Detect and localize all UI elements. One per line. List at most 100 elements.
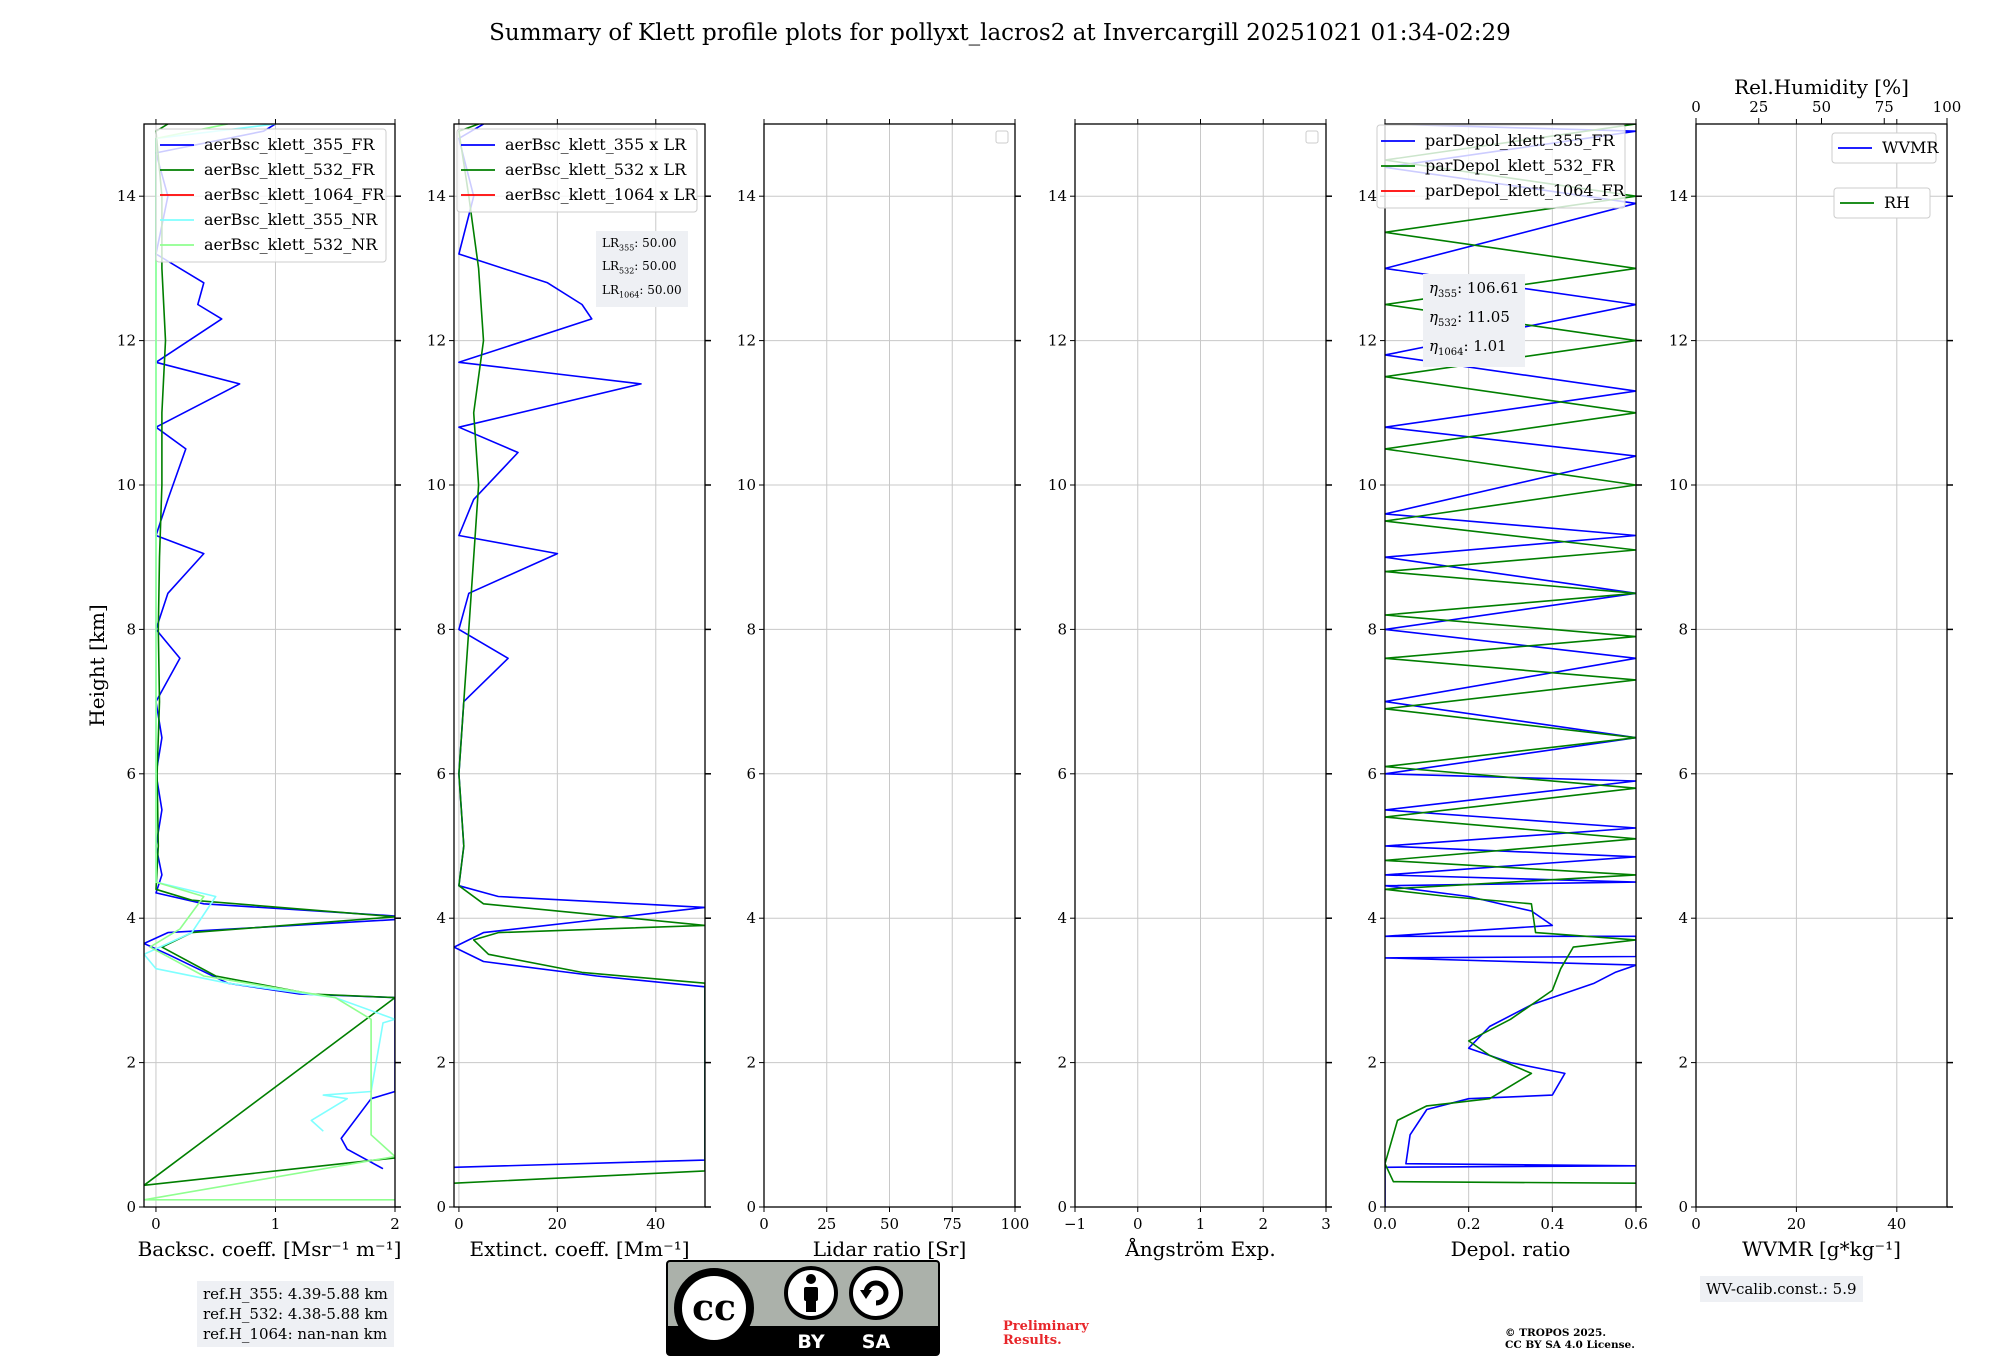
plot-frame xyxy=(1695,123,1948,1208)
empty-legend-box xyxy=(1305,130,1319,144)
by-label: BY xyxy=(797,1331,824,1353)
legend-label: aerBsc_klett_355 x LR xyxy=(505,135,687,154)
top-tick-label: 100 xyxy=(1933,98,1962,116)
series-group xyxy=(454,124,705,1184)
eta-355: η355: 106.61 xyxy=(1429,279,1520,300)
legend-label: aerBsc_klett_532_NR xyxy=(204,235,378,254)
x-tick-label: 1 xyxy=(271,1215,281,1233)
lidar-ratio-box: LR355: 50.00 LR532: 50.00 LR1064: 50.00 xyxy=(596,231,688,308)
y-tick-label: 8 xyxy=(1057,620,1067,638)
y-tick-label: 0 xyxy=(126,1198,136,1216)
y-tick-label: 8 xyxy=(746,620,756,638)
x-tick-label: 25 xyxy=(817,1215,836,1233)
x-tick-label: 0 xyxy=(151,1215,161,1233)
y-tick-label: 14 xyxy=(427,187,446,205)
y-tick-label: 2 xyxy=(1057,1054,1067,1072)
ref-height-532: ref.H_532: 4.38-5.88 km xyxy=(203,1305,388,1323)
legend: parDepol_klett_355_FR parDepol_klett_532_… xyxy=(1376,124,1626,209)
x-tick-label: 20 xyxy=(548,1215,567,1233)
y-tick-label: 10 xyxy=(427,476,446,494)
y-tick-label: 8 xyxy=(1367,620,1377,638)
panel-2: 0 20 40 0 2 4 6 8 10 12 14 Extinct. coeff. [Mm⁻¹] ae… xyxy=(427,119,711,1261)
y-tick-label: 6 xyxy=(1367,765,1377,783)
y-tick-label: 0 xyxy=(436,1198,446,1216)
series-line-aerbsc-klett-532-x-lr xyxy=(454,124,705,1184)
y-tick-label: 0 xyxy=(746,1198,756,1216)
legend-frame xyxy=(1376,124,1626,209)
legend-label: aerBsc_klett_355_NR xyxy=(204,210,378,229)
cc-by-sa-badge: cc BY SA xyxy=(666,1260,940,1356)
series-line-aerbsc-klett-355-nr xyxy=(144,124,395,1132)
legend: aerBsc_klett_355_FR aerBsc_klett_532_FRae… xyxy=(155,128,387,263)
top-tick-label: 25 xyxy=(1749,98,1768,116)
y-tick-label: 14 xyxy=(117,187,136,205)
preliminary-results-note: Preliminary Results. xyxy=(1003,1319,1089,1348)
legend-label: RH xyxy=(1884,193,1910,212)
wv-calib-box: WV-calib.const.: 5.9 xyxy=(1700,1276,1863,1302)
y-tick-label: 8 xyxy=(126,620,136,638)
figure-title: Summary of Klett profile plots for polly… xyxy=(489,20,1511,46)
lr-1064: LR1064: 50.00 xyxy=(602,282,682,300)
y-tick-label: 6 xyxy=(1678,765,1688,783)
legend-frame xyxy=(1831,132,1937,164)
panel-5: 0.0 0.2 0.4 0.6 0 2 4 6 8 10 12 14 Depol. ratio parDe… xyxy=(1358,119,1648,1261)
lr-532: LR532: 50.00 xyxy=(602,259,677,276)
y-tick-label: 4 xyxy=(126,909,136,927)
y-tick-label: 4 xyxy=(436,909,446,927)
y-tick-label: 10 xyxy=(1048,476,1067,494)
y-tick-label: 0 xyxy=(1678,1198,1688,1216)
x-tick-label: 50 xyxy=(880,1215,899,1233)
x-tick-label: 0.2 xyxy=(1457,1215,1481,1233)
x-axis-label: Lidar ratio [Sr] xyxy=(813,1237,967,1261)
y-tick-label: 0 xyxy=(1057,1198,1067,1216)
y-tick-label: 6 xyxy=(126,765,136,783)
y-tick-label: 12 xyxy=(1048,332,1067,350)
gridlines xyxy=(1074,124,1327,1208)
x-tick-label: 0 xyxy=(759,1215,769,1233)
x-axis-label: Depol. ratio xyxy=(1451,1237,1571,1261)
x-tick-label: 0 xyxy=(1691,1215,1701,1233)
y-tick-label: 6 xyxy=(1057,765,1067,783)
x-tick-label: 100 xyxy=(1001,1215,1030,1233)
x-tick-label: 75 xyxy=(943,1215,962,1233)
gridlines xyxy=(144,124,396,1208)
sa-share-icon xyxy=(849,1266,903,1320)
x-tick-label: 0.6 xyxy=(1624,1215,1648,1233)
legend-label: aerBsc_klett_532 x LR xyxy=(505,160,687,179)
top-tick-label: 0 xyxy=(1691,98,1701,116)
y-tick-label: 2 xyxy=(746,1054,756,1072)
x-tick-label: 1 xyxy=(1196,1215,1206,1233)
y-tick-label: 12 xyxy=(117,332,136,350)
y-tick-label: 10 xyxy=(1669,476,1688,494)
x-axis-label: Extinct. coeff. [Mm⁻¹] xyxy=(469,1237,689,1261)
legend-label: parDepol_klett_532_FR xyxy=(1425,156,1616,175)
x-tick-label: 3 xyxy=(1321,1215,1331,1233)
plot-frame xyxy=(453,123,706,1208)
top-axis-label: Rel.Humidity [%] xyxy=(1734,75,1909,99)
ref-height-1064: ref.H_1064: nan-nan km xyxy=(203,1325,388,1343)
top-tick-label: 50 xyxy=(1812,98,1831,116)
x-tick-label: 2 xyxy=(1258,1215,1268,1233)
y-tick-label: 2 xyxy=(126,1054,136,1072)
x-tick-label: −1 xyxy=(1064,1215,1086,1233)
sa-label: SA xyxy=(862,1331,891,1353)
y-tick-label: 14 xyxy=(737,187,756,205)
y-axis-label: Height [km] xyxy=(85,604,109,726)
eta-532: η532: 11.05 xyxy=(1429,308,1510,329)
x-tick-label: 40 xyxy=(1887,1215,1906,1233)
y-tick-label: 6 xyxy=(746,765,756,783)
gridlines xyxy=(1695,124,1947,1208)
copyright-note: © TROPOS 2025. CC BY SA 4.0 License. xyxy=(1505,1327,1635,1351)
y-tick-label: 6 xyxy=(436,765,446,783)
y-tick-label: 2 xyxy=(1367,1054,1377,1072)
legend-label: parDepol_klett_355_FR xyxy=(1425,131,1616,150)
legend-label: aerBsc_klett_355_FR xyxy=(204,135,375,154)
y-tick-label: 14 xyxy=(1048,187,1067,205)
y-tick-label: 2 xyxy=(436,1054,446,1072)
eta-box: η355: 106.61 η532: 11.05 η1064: 1.01 xyxy=(1423,274,1526,367)
lr-355: LR355: 50.00 xyxy=(602,236,677,253)
legend-label: aerBsc_klett_532_FR xyxy=(204,160,375,179)
cc-logo-icon xyxy=(674,1268,754,1348)
